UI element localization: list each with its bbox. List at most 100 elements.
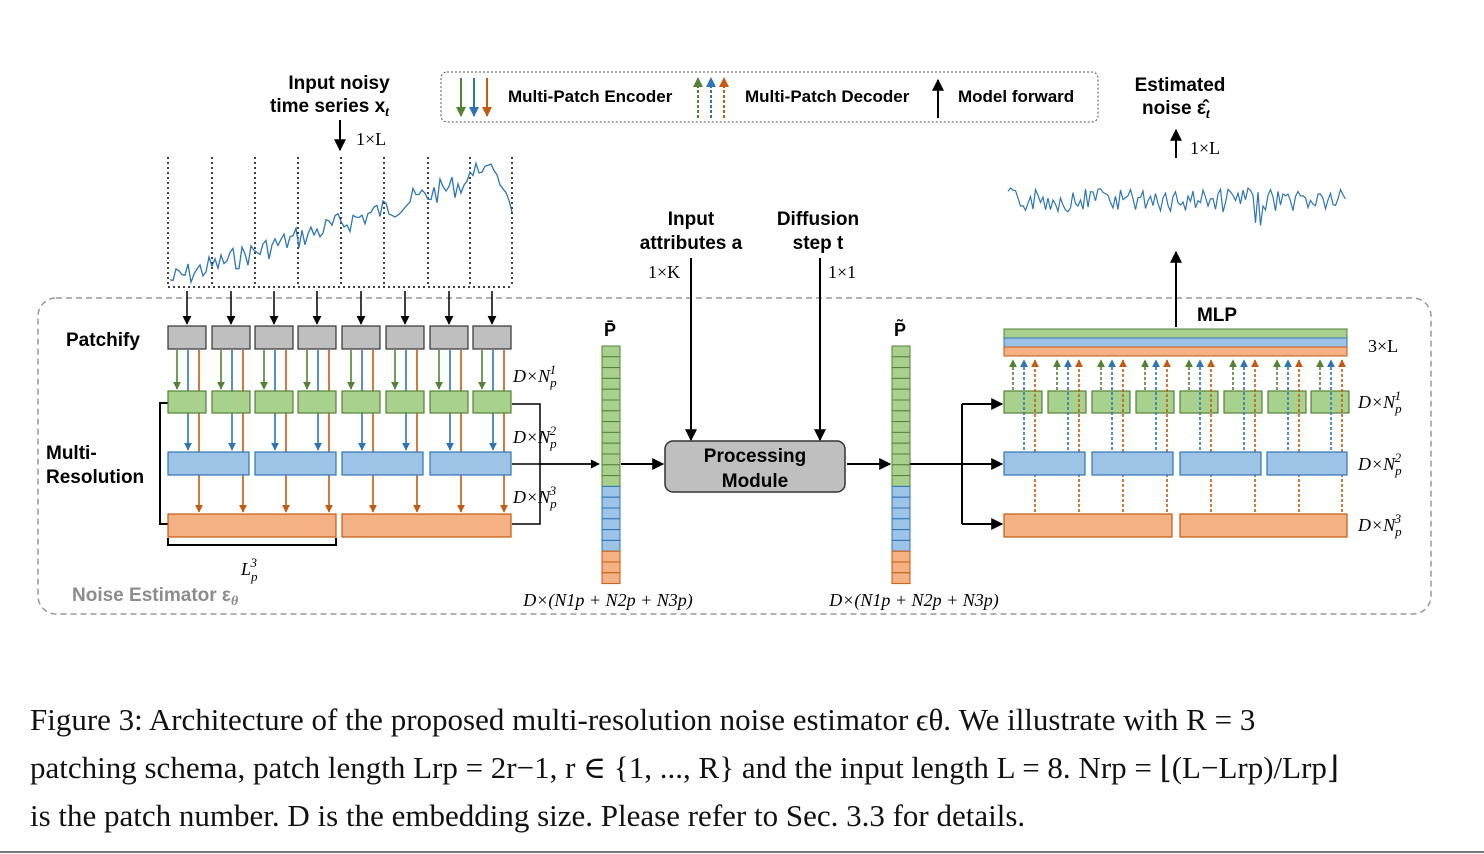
patch-block (167, 325, 207, 350)
dec-dim-level2: D×Np2 (1357, 450, 1402, 478)
encoder-level1-patch (211, 390, 251, 414)
encoder-level1-patch (472, 390, 512, 414)
green-embedding-cell (891, 367, 911, 379)
output-noise-series (1007, 186, 1347, 226)
orange-embedding-cell (601, 550, 621, 563)
enc-dim-level3: D×Np3 (512, 483, 557, 511)
blue-embedding-cell (891, 529, 911, 541)
encoder-legend-arrows-icon (456, 78, 492, 117)
multi-resolution-bracket (159, 402, 168, 525)
green-embedding-cell (891, 377, 911, 390)
diffusion-line2: step t (793, 233, 844, 254)
green-embedding-cell (601, 377, 621, 390)
dec-dim-level1: D×Np1 (1357, 388, 1402, 416)
p-tilde-embedding-column (891, 345, 911, 585)
green-embedding-cell (601, 431, 621, 444)
orange-embedding-cell (891, 561, 911, 574)
patch-length-label: Lp3 (240, 555, 258, 584)
green-embedding-cell (891, 431, 911, 444)
encoder-level2-patch (341, 451, 424, 476)
green-embedding-cell (891, 442, 911, 455)
green-embedding-cell (601, 464, 621, 477)
green-embedding-cell (601, 356, 621, 369)
blue-embedding-cell (601, 539, 621, 552)
orange-embedding-cell (601, 561, 621, 574)
decoder-legend-arrows-icon (693, 77, 729, 118)
green-embedding-cell (891, 421, 911, 433)
blue-embedding-cell (601, 518, 621, 531)
patch-block (341, 325, 381, 350)
orange-embedding-cell (601, 572, 621, 585)
input-series-line (169, 160, 513, 285)
diffusion-dim: 1×1 (828, 262, 856, 282)
patch-length-bracket (167, 538, 337, 546)
legend-encoder-label: Multi-Patch Encoder (508, 87, 673, 106)
decoder-level2-patch (1003, 451, 1086, 476)
green-embedding-cell (891, 464, 911, 477)
attributes-dim: 1×K (648, 262, 680, 282)
encoder-level1-patch (167, 390, 207, 414)
decoder-branch-lines (910, 404, 963, 524)
orange-embedding-cell (891, 550, 911, 563)
multi-resolution-label-line1: Multi- (46, 443, 97, 464)
encoder-level2-patch (254, 451, 337, 476)
output-title-line2: noise ε̂t (1142, 98, 1211, 122)
green-embedding-cell (601, 421, 621, 433)
mlp-label: MLP (1197, 305, 1237, 326)
decoder-level1-patch (1091, 390, 1131, 414)
decoder-level3-patch (1179, 513, 1348, 538)
encoder-level2-patch (167, 451, 250, 476)
decoder-level1-patch (1267, 390, 1307, 414)
blue-embedding-cell (601, 485, 621, 498)
green-embedding-cell (601, 442, 621, 455)
green-embedding-cell (891, 410, 911, 423)
processing-module (664, 440, 846, 493)
decoder-level2-patch (1179, 451, 1262, 476)
architecture-diagram: Multi-Patch Encoder Multi-Patch Decoder … (37, 71, 1432, 615)
output-series-line (1007, 186, 1347, 226)
decoder-level1-patch (1003, 390, 1043, 414)
p-bar-label: P̄ (604, 320, 616, 340)
legend: Multi-Patch Encoder Multi-Patch Decoder … (440, 71, 1099, 123)
decoder-level2-patch (1091, 451, 1174, 476)
blue-embedding-cell (891, 496, 911, 509)
legend-decoder-label: Multi-Patch Decoder (745, 87, 910, 106)
mlp-green-bar (1003, 328, 1348, 339)
green-embedding-cell (891, 475, 911, 487)
green-embedding-cell (601, 475, 621, 487)
decoder-level1-patch (1047, 390, 1087, 414)
p-tilde-label: P̃ (894, 318, 906, 340)
blue-embedding-cell (601, 529, 621, 541)
multi-resolution-label-line2: Resolution (46, 467, 144, 488)
encoder-level3-patch (341, 513, 512, 538)
input-time-series (167, 157, 513, 288)
green-embedding-cell (601, 453, 621, 466)
processing-label-line1: Processing (704, 446, 806, 467)
patch-block (385, 325, 425, 350)
blue-embedding-cell (891, 518, 911, 531)
multi-patch-decoder (1003, 359, 1350, 538)
patchify-label: Patchify (66, 330, 140, 351)
patch-block (254, 325, 294, 350)
green-embedding-cell (891, 356, 911, 369)
attributes-line1: Input (668, 209, 715, 230)
encoder-level1-patch (429, 390, 469, 414)
orange-embedding-cell (891, 572, 911, 585)
enc-dim-level1: D×Np1 (512, 362, 557, 390)
encoder-level1-patch (385, 390, 425, 414)
encoder-level3-patch (167, 513, 337, 538)
green-embedding-cell (891, 453, 911, 466)
p-bar-dim: D×(N1p + N2p + N3p) (522, 590, 692, 611)
blue-embedding-cell (891, 485, 911, 498)
attributes-line2: attributes a (640, 233, 743, 254)
dec-dim-level3: D×Np3 (1357, 511, 1402, 539)
green-embedding-cell (601, 367, 621, 379)
patch-block (429, 325, 469, 350)
encoder-level2-patch (429, 451, 512, 476)
decoder-level3-patch (1003, 513, 1173, 538)
blue-embedding-cell (891, 539, 911, 552)
blue-embedding-cell (891, 507, 911, 520)
green-embedding-cell (891, 345, 911, 358)
encoder-level1-patch (297, 390, 337, 414)
caption-line3: is the patch number. D is the embedding … (30, 798, 1026, 833)
